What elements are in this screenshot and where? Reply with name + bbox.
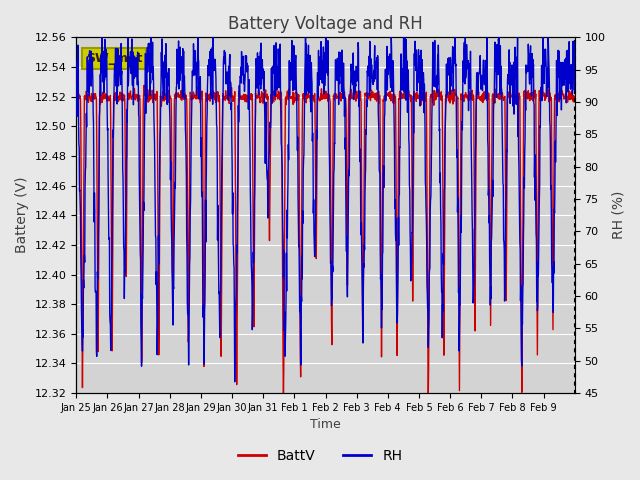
Text: SW_met: SW_met	[86, 52, 143, 65]
Y-axis label: Battery (V): Battery (V)	[15, 177, 29, 253]
X-axis label: Time: Time	[310, 419, 341, 432]
Legend: BattV, RH: BattV, RH	[232, 443, 408, 468]
Title: Battery Voltage and RH: Battery Voltage and RH	[228, 15, 423, 33]
Y-axis label: RH (%): RH (%)	[611, 191, 625, 240]
